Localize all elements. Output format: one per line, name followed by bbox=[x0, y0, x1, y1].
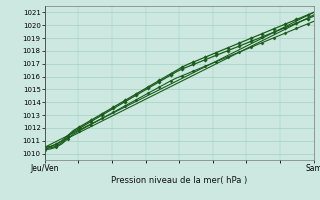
X-axis label: Pression niveau de la mer( hPa ): Pression niveau de la mer( hPa ) bbox=[111, 176, 247, 185]
